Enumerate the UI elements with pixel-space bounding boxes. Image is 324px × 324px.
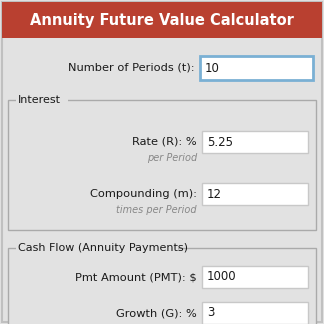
Bar: [8, 100, 316, 230]
Text: Compounding (m):: Compounding (m):: [90, 189, 197, 199]
Bar: [200, 56, 313, 80]
Bar: [2, 2, 322, 38]
Bar: [202, 183, 308, 205]
Text: 1000: 1000: [207, 271, 237, 284]
Bar: [16, 242, 178, 254]
Bar: [202, 266, 308, 288]
Text: 5.25: 5.25: [207, 135, 233, 148]
Text: 10: 10: [205, 62, 220, 75]
Text: 12: 12: [207, 188, 222, 201]
Bar: [8, 248, 316, 324]
Text: Pmt Amount (PMT): $: Pmt Amount (PMT): $: [75, 272, 197, 282]
Text: Growth (G): %: Growth (G): %: [116, 308, 197, 318]
Text: 3: 3: [207, 307, 214, 319]
Text: times per Period: times per Period: [116, 205, 197, 215]
Text: Rate (R): %: Rate (R): %: [133, 137, 197, 147]
Bar: [202, 131, 308, 153]
Bar: [202, 302, 308, 324]
Text: Cash Flow (Annuity Payments): Cash Flow (Annuity Payments): [18, 243, 188, 253]
Text: Annuity Future Value Calculator: Annuity Future Value Calculator: [30, 13, 294, 28]
Text: Interest: Interest: [18, 95, 61, 105]
Text: per Period: per Period: [147, 153, 197, 163]
Bar: [16, 94, 68, 106]
Text: Number of Periods (t):: Number of Periods (t):: [68, 63, 195, 73]
